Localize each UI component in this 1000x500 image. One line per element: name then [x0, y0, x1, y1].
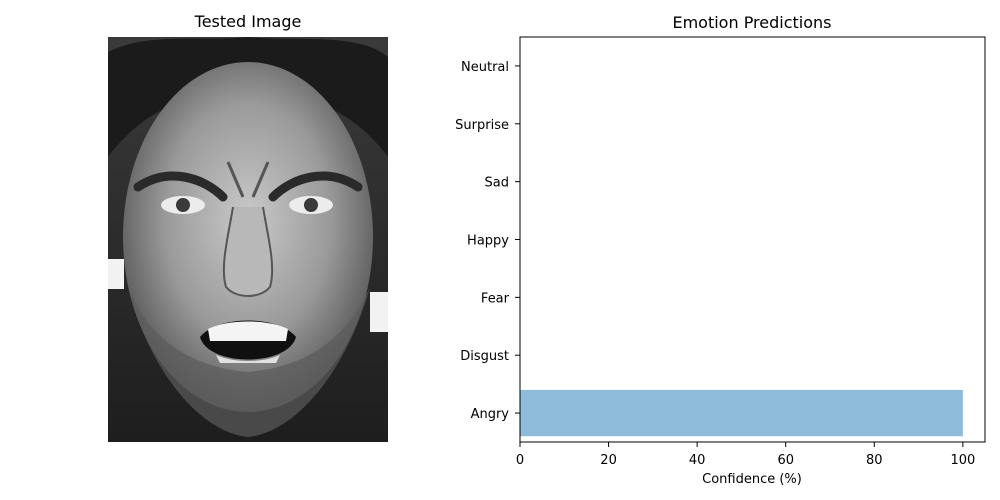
bars-layer — [520, 389, 963, 437]
x-tick-label-80: 80 — [866, 453, 883, 468]
x-tick-label-40: 40 — [689, 453, 706, 468]
face-photo-drawing — [108, 37, 388, 442]
bar-angry — [520, 389, 963, 437]
y-tick-label-fear: Fear — [481, 291, 510, 306]
x-tick-label-100: 100 — [950, 453, 975, 468]
x-tick-label-20: 20 — [600, 453, 617, 468]
y-tick-label-happy: Happy — [467, 234, 509, 249]
tested-face-photo — [108, 37, 388, 442]
x-axis-label: Confidence (%) — [702, 472, 802, 487]
chart-title: Emotion Predictions — [672, 13, 831, 32]
image-panel-title: Tested Image — [194, 12, 302, 31]
y-tick-label-surprise: Surprise — [455, 118, 509, 133]
y-tick-label-angry: Angry — [471, 407, 510, 422]
x-tick-label-60: 60 — [777, 453, 794, 468]
x-tick-label-0: 0 — [516, 453, 524, 468]
x-axis-ticks: 0 20 40 60 80 100 — [516, 442, 975, 468]
y-tick-label-sad: Sad — [485, 176, 509, 191]
plot-frame — [519, 36, 986, 443]
y-tick-label-neutral: Neutral — [461, 60, 509, 75]
y-axis-ticks: Angry Disgust Fear Happy Sad Surprise Neutral — [455, 60, 520, 422]
y-tick-label-disgust: Disgust — [460, 349, 509, 364]
